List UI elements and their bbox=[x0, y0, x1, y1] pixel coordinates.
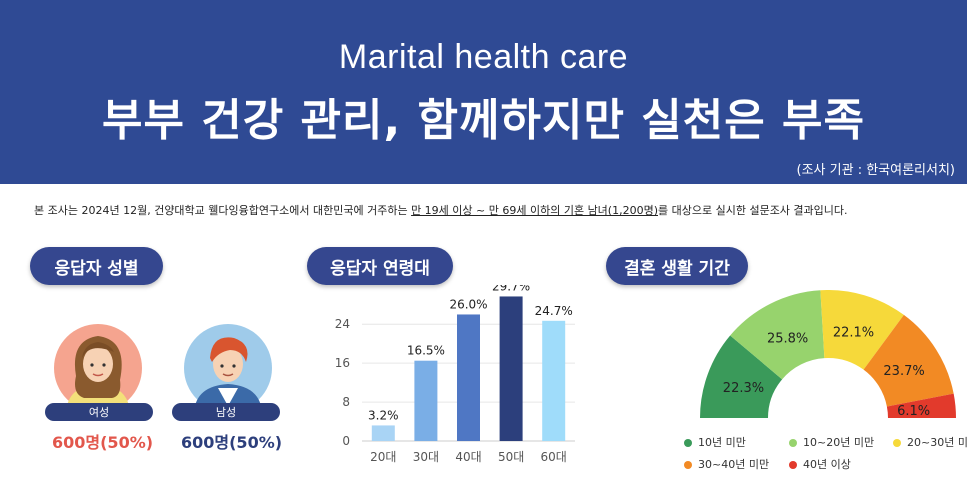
x-tick-label: 60대 bbox=[541, 450, 567, 464]
male-label: 남성 bbox=[172, 403, 280, 421]
bar-value-label: 3.2% bbox=[368, 408, 399, 422]
x-tick-label: 40대 bbox=[455, 450, 481, 464]
title-english: Marital health care bbox=[338, 38, 629, 76]
gauge-value-labels: 22.3% 25.8% 22.1% 23.7% 6.1% bbox=[723, 326, 930, 419]
x-tick-label: 20대 bbox=[370, 450, 396, 464]
intro-text-before: 본 조사는 2024년 12월, 건양대학교 웰다잉융합연구소에서 대한민국에 … bbox=[34, 204, 412, 217]
bar bbox=[499, 296, 523, 441]
gauge-value-label: 6.1% bbox=[897, 404, 930, 419]
legend-item-1: 10년 미만 bbox=[684, 434, 746, 450]
gauge-slices bbox=[700, 290, 956, 418]
bar-value-label: 16.5% bbox=[407, 344, 445, 358]
survey-source: (조사 기관 : 한국여론리서치) bbox=[796, 163, 955, 178]
legend-dot bbox=[893, 439, 901, 447]
female-label: 여성 bbox=[45, 403, 153, 421]
bar bbox=[457, 314, 480, 441]
female-count: 600명(50%) bbox=[52, 433, 154, 452]
bar-chart-value-labels: 3.2% 16.5% 26.0% 29.7% 24.7% bbox=[368, 285, 573, 422]
legend-label: 20~30년 미만 bbox=[907, 436, 967, 449]
intro-text-underlined: 만 19세 이상 ~ 만 69세 이하의 기혼 남녀(1,200명) bbox=[411, 204, 658, 217]
legend-item-4: 30~40년 미만 bbox=[684, 456, 769, 472]
age-section-title: 응답자 연령대 bbox=[307, 247, 453, 285]
y-tick-label: 0 bbox=[342, 434, 350, 448]
bar-chart-bars bbox=[371, 296, 566, 441]
legend-dot bbox=[789, 461, 797, 469]
gauge-value-label: 22.3% bbox=[723, 381, 764, 396]
gauge-value-label: 23.7% bbox=[883, 364, 924, 379]
bar bbox=[371, 425, 395, 441]
female-avatar bbox=[54, 324, 142, 412]
legend-label: 10년 미만 bbox=[698, 436, 746, 449]
male-avatar bbox=[184, 324, 272, 412]
gender-section-title: 응답자 성별 bbox=[30, 247, 163, 285]
male-count: 600명(50%) bbox=[181, 433, 283, 452]
survey-description: 본 조사는 2024년 12월, 건양대학교 웰다잉융합연구소에서 대한민국에 … bbox=[34, 202, 848, 218]
bar bbox=[414, 360, 438, 441]
legend-item-2: 10~20년 미만 bbox=[789, 434, 874, 450]
respondent-avatars bbox=[54, 324, 272, 412]
legend-label: 10~20년 미만 bbox=[803, 436, 875, 449]
header-banner: Marital health care 부부 건강 관리, 함께하지만 실천은 … bbox=[0, 0, 967, 184]
gauge-value-label: 25.8% bbox=[767, 332, 808, 347]
title-korean: 부부 건강 관리, 함께하지만 실천은 부족 bbox=[102, 95, 865, 146]
gauge-slice bbox=[700, 335, 783, 418]
bar-value-label: 29.7% bbox=[492, 285, 530, 293]
legend-label: 30~40년 미만 bbox=[698, 458, 770, 471]
gauge-slice bbox=[863, 314, 954, 407]
legend-item-3: 20~30년 미만 bbox=[893, 434, 967, 450]
age-bar-chart: 0 8 16 24 3.2% 16.5% 26.0% 29.7% 24.7% 20대 30대 40… bbox=[335, 285, 575, 464]
gauge-slice bbox=[730, 290, 825, 380]
marriage-duration-section-title: 결혼 생활 기간 bbox=[606, 247, 748, 285]
legend-dot bbox=[684, 439, 692, 447]
gauge-value-label: 22.1% bbox=[833, 326, 874, 341]
legend-dot bbox=[684, 461, 692, 469]
y-tick-label: 8 bbox=[342, 395, 350, 409]
legend-item-5: 40년 이상 bbox=[789, 456, 851, 472]
x-tick-label: 30대 bbox=[413, 450, 439, 464]
bar-value-label: 26.0% bbox=[449, 297, 487, 311]
bar-chart-x-ticks: 20대 30대 40대 50대 60대 bbox=[370, 450, 567, 464]
y-tick-label: 16 bbox=[335, 356, 350, 370]
legend-dot bbox=[789, 439, 797, 447]
gauge-slice bbox=[886, 393, 956, 418]
bar-chart-y-ticks: 0 8 16 24 bbox=[335, 317, 350, 448]
bar bbox=[542, 320, 566, 441]
bar-value-label: 24.7% bbox=[535, 304, 573, 318]
y-tick-label: 24 bbox=[335, 317, 350, 331]
marriage-duration-gauge: 22.3% 25.8% 22.1% 23.7% 6.1% bbox=[700, 290, 956, 419]
legend-label: 40년 이상 bbox=[803, 458, 851, 471]
x-tick-label: 50대 bbox=[498, 450, 524, 464]
intro-text-after: 를 대상으로 실시한 설문조사 결과입니다. bbox=[658, 204, 848, 217]
gauge-slice bbox=[820, 290, 904, 370]
